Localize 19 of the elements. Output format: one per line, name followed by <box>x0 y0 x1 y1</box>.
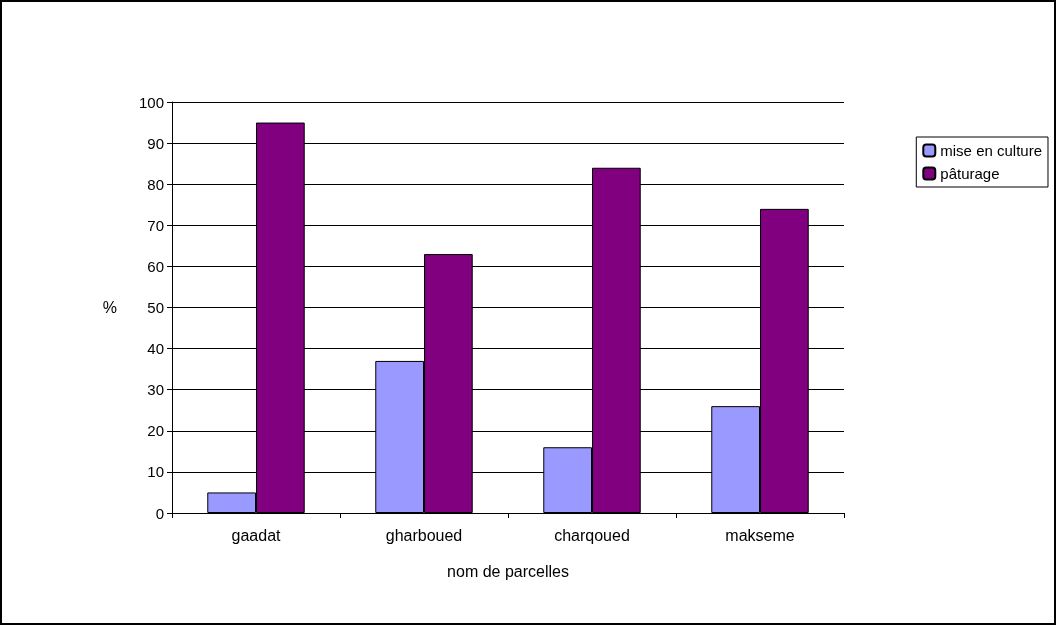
y-tick-label: 30 <box>147 381 164 399</box>
y-tick-label: 40 <box>147 340 164 358</box>
y-tick-label: 80 <box>147 175 164 193</box>
x-tick-label: gaadat <box>231 526 282 544</box>
y-tick-label: 70 <box>147 216 164 234</box>
x-tick-label: gharboued <box>385 526 463 544</box>
x-tick-label: charqoued <box>554 526 630 544</box>
y-tick-label: 20 <box>147 422 164 440</box>
y-axis-title: % <box>102 299 117 316</box>
x-tick-label: makseme <box>725 526 795 544</box>
y-tick-label: 60 <box>147 257 164 275</box>
legend-label: mise en culture <box>940 142 1043 159</box>
y-tick-label: 50 <box>147 299 164 316</box>
y-tick-label: 100 <box>138 93 164 111</box>
x-axis-title: nom de parcelles <box>447 562 569 580</box>
y-tick-label: 0 <box>155 504 164 522</box>
y-tick-label: 90 <box>147 134 164 152</box>
y-tick-label: 10 <box>147 463 164 481</box>
legend-label: pâturage <box>940 165 1000 182</box>
